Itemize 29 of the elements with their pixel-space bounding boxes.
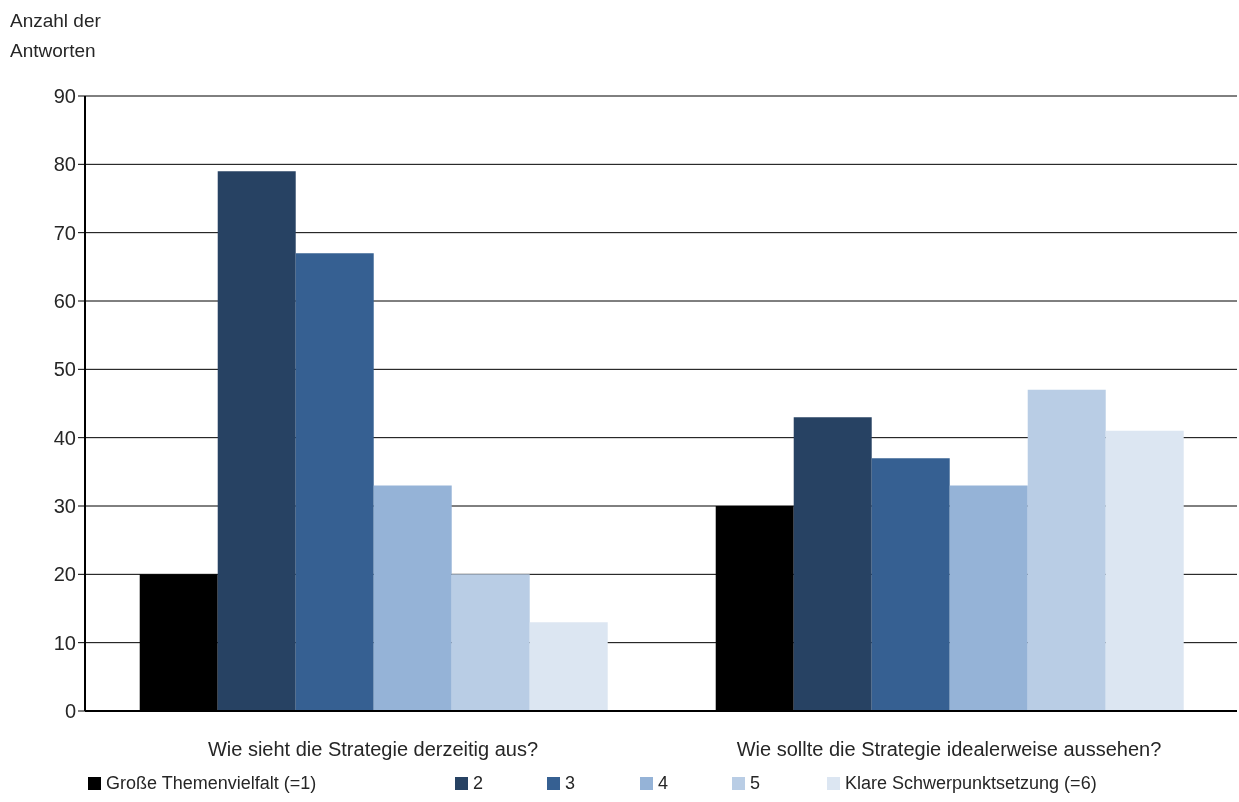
x-tick-label: Wie sieht die Strategie derzeitig aus? (207, 738, 539, 760)
y-axis-title: Anzahl der Antworten (10, 9, 102, 63)
y-tick-label: 0 (64, 700, 76, 723)
y-tick-label: 10 (53, 631, 76, 654)
bar (871, 458, 950, 711)
bar (949, 485, 1028, 711)
legend-label: Klare Schwerpunktsetzung (=6) (845, 772, 1097, 794)
bar (529, 622, 608, 711)
legend-label: 3 (565, 772, 576, 794)
y-tick-label: 50 (53, 358, 76, 381)
bar (295, 253, 374, 711)
bar (217, 171, 296, 711)
bar (373, 485, 452, 711)
y-tick-label: 20 (53, 563, 76, 586)
y-tick-label: 60 (53, 290, 76, 313)
bar (451, 574, 530, 711)
y-tick-label: 30 (53, 495, 76, 518)
legend-label: 5 (750, 772, 761, 794)
legend-label: 4 (658, 772, 669, 794)
y-tick-label: 40 (53, 426, 76, 449)
bar (793, 417, 872, 711)
bar (1105, 430, 1184, 711)
x-tick-label: Wie sollte die Strategie idealerweise aussehen? (736, 738, 1162, 760)
y-tick-label: 90 (53, 85, 76, 108)
legend-label: 2 (473, 772, 484, 794)
y-tick-label: 80 (53, 153, 76, 176)
bar (1027, 389, 1106, 711)
y-tick-label: 70 (53, 221, 76, 244)
legend-label: Große Themenvielfalt (=1) (106, 772, 317, 794)
